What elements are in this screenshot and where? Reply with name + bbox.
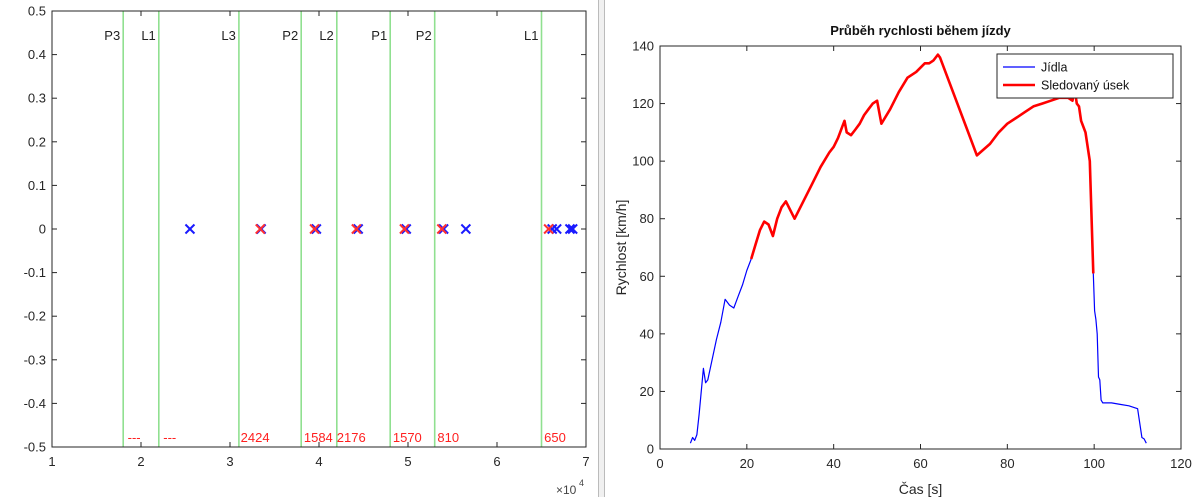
y-tick-label: 0.3 [28,91,46,106]
segment-annotation: --- [128,430,141,445]
vertical-marker-label: P3 [104,28,120,43]
y-tick-label: 120 [632,96,654,111]
segment-annotation: 2176 [337,430,366,445]
marker-stroke [567,223,578,235]
x-axis-exponent-power: 4 [579,478,584,488]
y-tick-label: -0.3 [24,352,46,367]
y-tick-label: 20 [640,384,654,399]
segment-annotation: 1584 [304,430,333,445]
y-tick-label: -0.5 [24,440,46,455]
marker-stroke [551,223,562,235]
segment-annotation: 810 [437,430,459,445]
vertical-marker-label: P1 [371,28,387,43]
vertical-marker-label: L2 [319,28,333,43]
x-tick-label: 20 [740,456,754,471]
marker-stroke [543,223,554,235]
x-tick-label: 5 [404,454,411,469]
series-line-jidla [689,258,1147,444]
chart-title: Průběh rychlosti během jízdy [830,23,1011,38]
scatter-plot: P3 L1 L3 P2 L2 P1 P2 L1--- --- 2424 1584 2176 1570 81… [24,4,590,497]
blue-x-marker [460,223,472,235]
vertical-marker-label: P2 [416,28,432,43]
y-tick-label: 0.5 [28,4,46,19]
marker-stroke [460,223,472,235]
red-x-marker [309,223,320,235]
blue-x-marker [401,223,412,235]
x-tick-label: 60 [913,456,927,471]
y-tick-label: 40 [640,326,654,341]
marker-stroke [309,223,320,235]
blue-x-marker [564,223,576,235]
marker-stroke [184,223,196,235]
blue-x-marker [311,223,322,235]
y-tick-label: 0.4 [28,47,46,62]
x-tick-label: 1 [48,454,55,469]
y-tick-label: -0.4 [24,396,46,411]
y-tick-label: -0.1 [24,265,46,280]
vertical-marker-label: L1 [141,28,155,43]
x-tick-label: 7 [582,454,589,469]
x-tick-label: 80 [1000,456,1014,471]
marker-stroke [546,223,558,235]
y-tick-label: 140 [632,39,654,54]
red-x-marker [543,223,554,235]
marker-stroke [401,223,412,235]
speed-figure-panel: Průběh rychlosti během jízdy 0 20 40 60 80 100… [604,0,1200,497]
vertical-marker-label: L1 [524,28,538,43]
blue-x-marker [352,223,364,235]
legend: Jídla Sledovaný úsek [996,53,1174,99]
y-tick-label: -0.2 [24,309,46,324]
y-tick-label: 100 [632,154,654,169]
x-tick-label: 40 [826,456,840,471]
x-tick-label: 120 [1170,456,1192,471]
red-x-marker [255,223,266,235]
scatter-figure-panel: P3 L1 L3 P2 L2 P1 P2 L1 --- --- 2424 1584 2176 1570 81… [0,0,599,497]
segment-annotation: 2424 [241,430,270,445]
marker-stroke [399,223,410,235]
red-x-marker [436,223,448,235]
x-tick-label: 100 [1083,456,1105,471]
segment-annotation: 650 [544,430,566,445]
marker-stroke [438,223,449,235]
vertical-marker-label: P2 [282,28,298,43]
x-tick-label: 6 [493,454,500,469]
marker-stroke [255,223,266,235]
red-x-marker [399,223,410,235]
plot-area [52,11,586,447]
blue-x-marker [184,223,196,235]
y-tick-label: 0 [647,442,654,457]
legend-label: Jídla [1041,61,1067,75]
marker-stroke [351,223,362,235]
x-axis-exponent: ×10 [556,483,577,497]
legend-label: Sledovaný úsek [1041,79,1130,93]
marker-stroke [564,223,576,235]
x-tick-label: 2 [137,454,144,469]
segment-annotation: 1570 [393,430,422,445]
marker-stroke [352,223,364,235]
marker-stroke [311,223,322,235]
x-tick-label: 3 [226,454,233,469]
vertical-marker-label: L3 [221,28,235,43]
y-tick-label: 0.1 [28,178,46,193]
y-tick-label: 0 [39,222,46,237]
plot-area [660,46,1181,449]
series-line-sledovany [749,53,1095,274]
y-axis-label: Rychlost [km/h] [613,200,629,296]
x-axis-label: Čas [s] [899,481,943,497]
y-tick-label: 60 [640,269,654,284]
blue-x-marker [567,223,578,235]
y-tick-label: 80 [640,211,654,226]
x-tick-label: 4 [315,454,322,469]
blue-x-marker [546,223,558,235]
x-tick-label: 0 [656,456,663,471]
speed-line-chart: Průběh rychlosti během jízdy 0 20 40 60 80 100… [613,23,1192,497]
red-x-marker [351,223,362,235]
marker-stroke [436,223,448,235]
blue-x-marker [438,223,449,235]
segment-annotation: --- [163,430,176,445]
legend-box [996,53,1174,99]
y-tick-label: 0.2 [28,134,46,149]
blue-x-marker [551,223,562,235]
